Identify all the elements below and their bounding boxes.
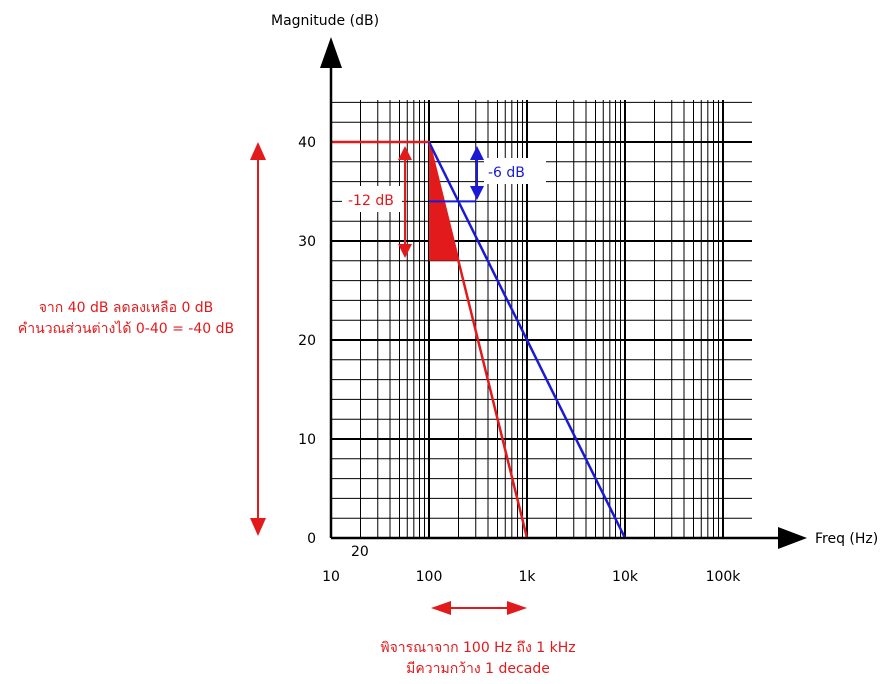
- arrow-head-up-icon: [250, 142, 266, 160]
- y-tick-label: 40: [298, 135, 316, 151]
- x-axis-title: Freq (Hz): [815, 531, 878, 547]
- y-tick-label: 0: [307, 531, 316, 547]
- x-tick-label: 10k: [612, 569, 639, 585]
- arrow-head-down-icon: [250, 518, 266, 536]
- y-axis-title: Magnitude (dB): [271, 13, 379, 29]
- red-drop-label: -12 dB: [348, 193, 394, 209]
- red-drop-label-bg: [342, 186, 402, 212]
- blue-drop-arrow: [470, 146, 484, 200]
- annotations: -12 dB -6 dB จาก 40 dB ลดลงเหลือ 0 dB คำนวณ…: [18, 142, 576, 677]
- arrow-head-up-icon: [470, 146, 484, 160]
- x-tick-label: 1k: [518, 569, 536, 585]
- y-axis-arrow-icon: [320, 37, 342, 68]
- y-tick-label: 20: [298, 333, 316, 349]
- x-tick-label-20: 20: [351, 544, 369, 560]
- decade-span-arrow: [431, 601, 527, 615]
- bottom-note-line1: พิจารณาจาก 100 Hz ถึง 1 kHz: [380, 640, 575, 656]
- left-note-line1: จาก 40 dB ลดลงเหลือ 0 dB: [39, 300, 214, 316]
- red-drop-arrow: [398, 146, 412, 258]
- left-span-arrow: [250, 142, 266, 536]
- left-note-line2: คำนวณส่วนต่างได้ 0-40 = -40 dB: [18, 320, 234, 337]
- blue-drop-label-bg: [484, 158, 546, 184]
- x-tick-label: 10: [322, 569, 340, 585]
- blue-drop-label: -6 dB: [488, 165, 525, 181]
- x-axis-arrow-icon: [778, 527, 807, 549]
- series-line-blue: [427, 141, 627, 539]
- arrow-head-right-icon: [507, 601, 527, 615]
- x-tick-label: 100: [416, 569, 443, 585]
- arrow-head-up-icon: [398, 146, 412, 160]
- x-tick-label: 100k: [706, 569, 742, 585]
- arrow-head-left-icon: [431, 601, 451, 615]
- y-tick-label: 10: [298, 432, 316, 448]
- red-slope-triangle: [429, 142, 459, 261]
- arrow-head-down-icon: [398, 244, 412, 258]
- bottom-note-line2: มีความกว้าง 1 decade: [406, 661, 550, 677]
- arrow-head-down-icon: [470, 186, 484, 200]
- y-tick-label: 30: [298, 234, 316, 250]
- axes: Magnitude (dB) Freq (Hz) 10 100 1k 10k 100k 20 0…: [271, 13, 878, 585]
